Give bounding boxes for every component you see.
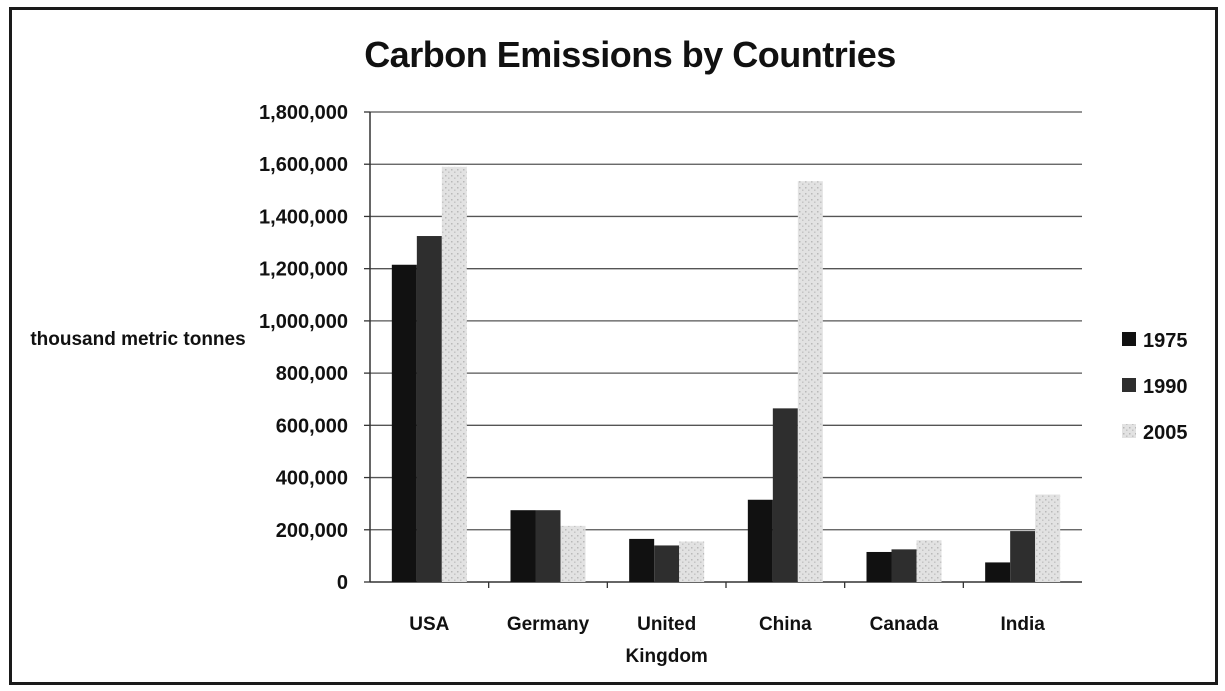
y-tick-label: 1,800,000 [259, 102, 348, 124]
x-tick-label: Germany [507, 614, 590, 635]
bar-2005-united-kingdom [679, 541, 705, 582]
y-tick-label: 1,200,000 [259, 259, 348, 281]
x-tick-label: China [759, 614, 812, 635]
bar-1975-china [747, 499, 773, 582]
x-tick-label: United [637, 614, 696, 635]
y-tick-label: 1,600,000 [259, 154, 348, 176]
y-axis-label: thousand metric tonnes [30, 329, 246, 350]
bar-1975-united-kingdom [629, 538, 655, 582]
y-tick-label: 1,000,000 [259, 311, 348, 333]
bar-1990-china [772, 408, 798, 582]
bar-1975-germany [510, 510, 536, 582]
y-tick-label: 0 [337, 572, 348, 594]
y-tick-label: 600,000 [276, 415, 348, 437]
bar-2005-canada [916, 540, 942, 582]
bar-1990-usa [416, 236, 442, 582]
bar-2005-usa [441, 166, 467, 583]
bar-1975-canada [866, 551, 892, 582]
x-tick-label: India [1000, 614, 1045, 635]
bar-1990-canada [891, 549, 917, 582]
y-tick-label: 1,400,000 [259, 206, 348, 228]
legend-label: 2005 [1143, 422, 1188, 444]
bar-1990-united-kingdom [654, 545, 680, 582]
y-tick-label: 800,000 [276, 363, 348, 385]
y-tick-label: 400,000 [276, 468, 348, 490]
bar-1975-usa [391, 264, 417, 582]
bar-1990-germany [535, 510, 561, 582]
bar-1990-india [1010, 531, 1036, 582]
y-tick-label: 200,000 [276, 520, 348, 542]
x-tick-label: Canada [870, 614, 939, 635]
legend-swatch [1122, 332, 1136, 346]
chart-title: Carbon Emissions by Countries [364, 34, 896, 75]
bar-2005-china [797, 181, 823, 582]
legend-label: 1990 [1143, 376, 1188, 398]
bar-2005-germany [560, 525, 586, 582]
x-tick-label: USA [409, 614, 449, 635]
legend-swatch [1122, 424, 1136, 438]
legend-label: 1975 [1143, 330, 1188, 352]
x-tick-label: Kingdom [626, 646, 708, 667]
legend-swatch [1122, 378, 1136, 392]
bar-1975-india [985, 562, 1011, 582]
bar-2005-india [1035, 494, 1061, 582]
